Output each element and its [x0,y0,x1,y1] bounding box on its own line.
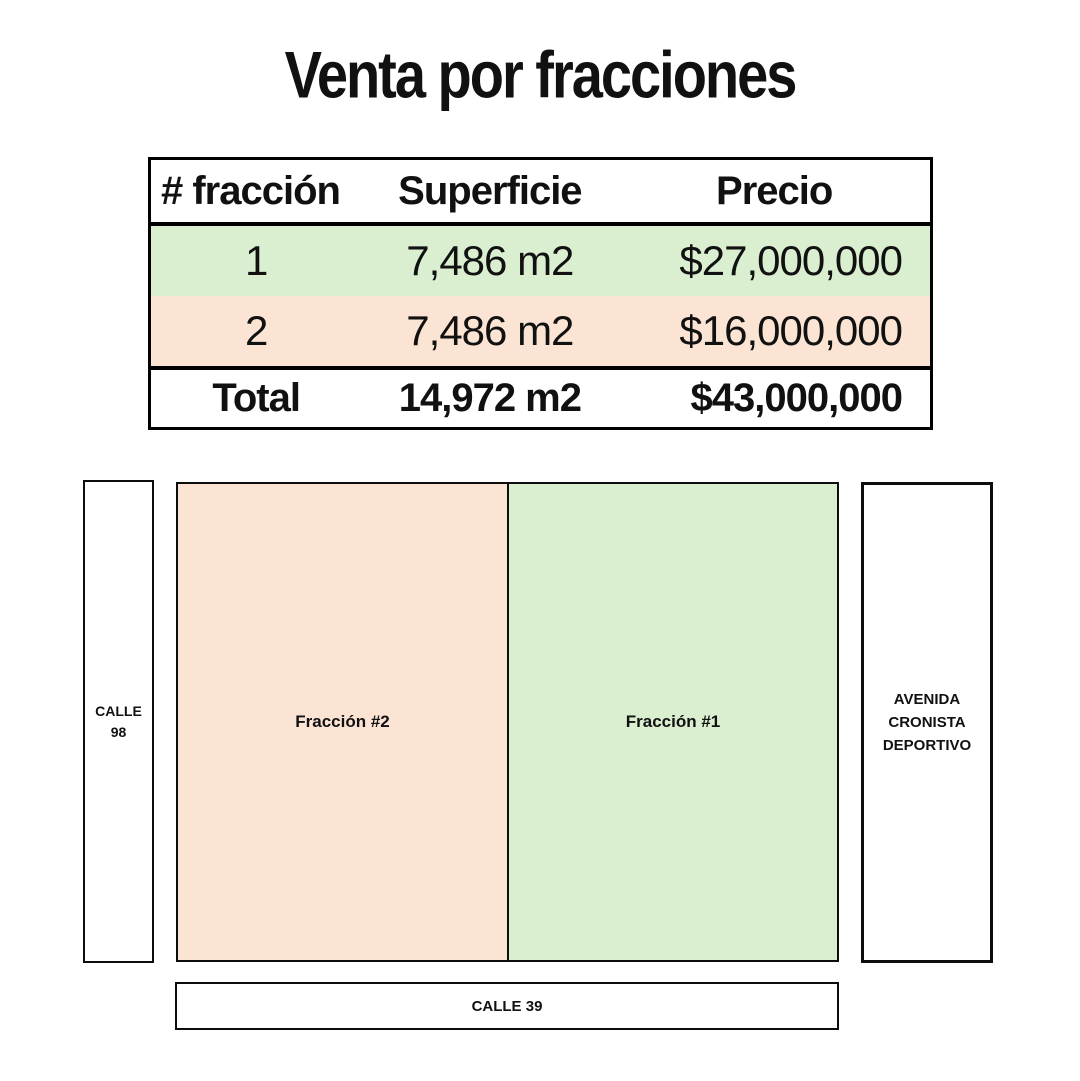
total-area: 14,972 m2 [398,376,582,420]
road-avenida-cronista-deportivo: AVENIDA CRONISTA DEPORTIVO [861,482,993,963]
fraction-1-area: 7,486 m2 [406,237,574,284]
parcels-map: Fracción #2 Fracción #1 [176,482,839,962]
header-superficie: Superficie [398,168,582,213]
road-calle-39-label: CALLE 39 [471,997,543,1015]
table-header-row: # fracción Superficie Precio [151,160,930,226]
fraction-2-number: 2 [244,307,268,354]
fraction-2-price: $16,000,000 [679,307,903,354]
fraction-1-number: 1 [244,237,268,284]
fractions-table: # fracción Superficie Precio 1 7,486 m2 … [148,157,933,430]
total-label: Total [212,376,301,420]
parcel-fraccion-1-label: Fracción #1 [625,712,721,731]
header-precio: Precio [716,168,833,213]
header-fraction-number: # fracción [161,168,341,213]
road-calle-39: CALLE 39 [175,982,839,1030]
total-price: $43,000,000 [690,376,903,420]
road-avenida-label: AVENIDA CRONISTA DEPORTIVO [882,690,972,755]
road-calle-98: CALLE 98 [83,480,154,963]
table-row-fraction-1: 1 7,486 m2 $27,000,000 [151,226,930,296]
table-total-row: Total 14,972 m2 $43,000,000 [151,366,930,427]
fraction-1-price: $27,000,000 [679,237,903,284]
parcel-fraccion-1: Fracción #1 [507,484,837,960]
parcel-fraccion-2: Fracción #2 [178,484,507,960]
road-calle-98-label: CALLE 98 [95,702,142,740]
table-row-fraction-2: 2 7,486 m2 $16,000,000 [151,296,930,366]
fraction-2-area: 7,486 m2 [406,307,574,354]
parcel-fraccion-2-label: Fracción #2 [295,712,390,731]
page-title: Venta por fracciones [284,37,798,112]
